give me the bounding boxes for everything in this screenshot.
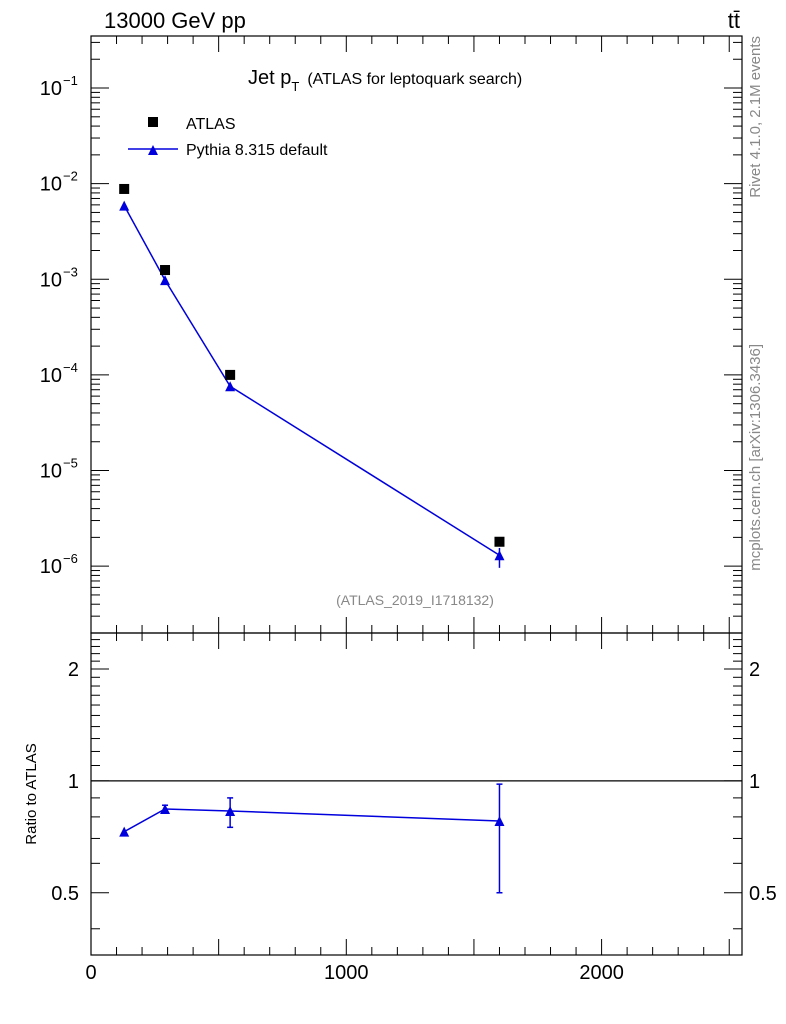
analysis-id: (ATLAS_2019_I1718132)	[336, 592, 494, 608]
ratio-line	[123, 808, 500, 833]
pythia-point	[160, 275, 171, 286]
plot-title-main: Jet p	[248, 67, 291, 89]
plot-title-sub: T	[291, 79, 299, 94]
mcplots-label: mcplots.cern.ch [arXiv:1306.3436]	[747, 344, 764, 571]
top-ytick-exponent: −3	[63, 264, 78, 279]
ratio-frame	[90, 632, 743, 956]
top-panel: 10−110−210−310−410−510−6 Jet pT (ATLAS fo…	[40, 35, 743, 634]
top-ytick-label: 10	[40, 461, 62, 483]
legend-atlas-marker	[148, 117, 158, 127]
top-ytick-label: 10	[40, 269, 62, 291]
top-ticks	[90, 36, 742, 634]
ratio-ticks	[90, 633, 742, 955]
ratio-series	[119, 783, 505, 894]
top-ytick-exponent: −1	[63, 73, 78, 88]
pythia-line	[123, 205, 500, 556]
legend-atlas-label: ATLAS	[186, 116, 236, 133]
xtick-label: 2000	[579, 962, 624, 984]
top-ytick-label: 10	[40, 78, 62, 100]
ratio-ytick-label-left: 1	[68, 771, 79, 793]
xtick-label: 1000	[324, 962, 369, 984]
legend-pythia-marker	[148, 145, 158, 155]
ratio-point	[160, 804, 171, 815]
ratio-point	[225, 805, 236, 816]
ratio-ytick-label-right: 2	[749, 659, 760, 681]
legend-pythia-label: Pythia 8.315 default	[186, 142, 328, 159]
top-ytick-labels: 10−110−210−310−410−510−6	[40, 73, 78, 578]
pythia-point	[494, 550, 505, 561]
ratio-ytick-labels: 0.5 0.5 1 1 2 2	[51, 659, 777, 905]
atlas-point	[494, 536, 505, 547]
rivet-label: Rivet 4.1.0, 2.1M events	[747, 36, 764, 198]
header-left-title: 13000 GeV pp	[104, 8, 246, 33]
top-ytick-label: 10	[40, 174, 62, 196]
ratio-point	[119, 826, 130, 837]
atlas-point	[160, 265, 171, 276]
pythia-point	[119, 200, 130, 211]
top-ytick-label: 10	[40, 365, 62, 387]
top-ytick-exponent: −4	[63, 360, 78, 375]
top-ytick-exponent: −2	[63, 169, 78, 184]
ratio-ylabel: Ratio to ATLAS	[23, 743, 40, 844]
top-ytick-exponent: −6	[63, 551, 78, 566]
ratio-ytick-label-right: 0.5	[749, 883, 777, 905]
ratio-point	[494, 815, 505, 826]
ratio-ytick-label-left: 0.5	[51, 883, 79, 905]
header-right-title: tt̄	[728, 8, 740, 33]
plot-title-rest: (ATLAS for leptoquark search)	[307, 71, 522, 88]
ratio-ytick-label-right: 1	[749, 771, 760, 793]
pythia-point	[225, 381, 236, 392]
top-ytick-label: 10	[40, 556, 62, 578]
ratio-panel: 0.5 0.5 1 1 2 2 Ratio to ATLAS	[23, 632, 777, 956]
atlas-point	[225, 369, 236, 380]
top-series	[119, 183, 505, 568]
xtick-labels: 0 1000 2000	[85, 962, 623, 984]
top-ytick-exponent: −5	[63, 456, 78, 471]
legend: ATLAS Pythia 8.315 default	[128, 116, 328, 159]
plot-title: Jet pT (ATLAS for leptoquark search)	[248, 67, 522, 94]
xtick-label: 0	[85, 962, 96, 984]
atlas-point	[119, 183, 130, 194]
ratio-ytick-label-left: 2	[68, 659, 79, 681]
